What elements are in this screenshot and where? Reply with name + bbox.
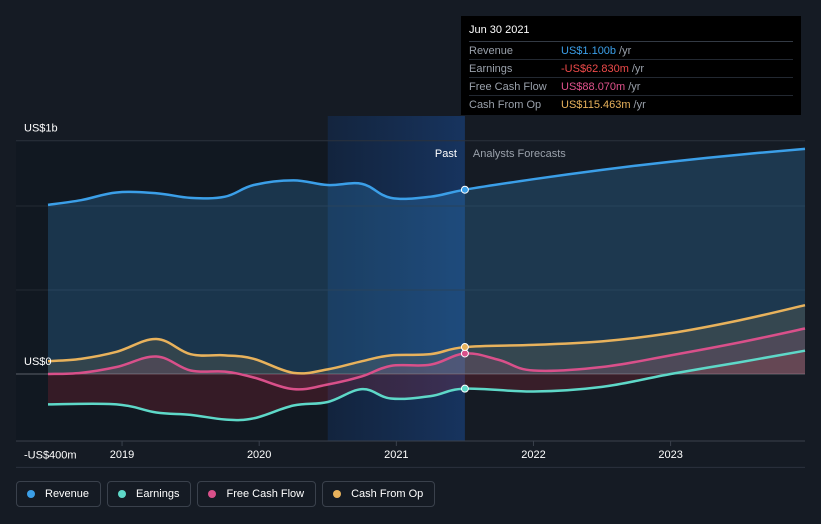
legend-label: Free Cash Flow <box>226 488 305 500</box>
legend-label: Cash From Op <box>351 488 424 500</box>
line-earnings <box>47 349 806 422</box>
tooltip-unit: /yr <box>628 80 641 93</box>
tooltip-label: Cash From Op <box>469 98 542 111</box>
y-tick-label: -US$400m <box>24 449 77 461</box>
marker-earnings <box>460 384 469 393</box>
tooltip-date: Jun 30 2021 <box>469 24 793 42</box>
x-tick-label: 2020 <box>247 449 271 461</box>
tooltip-row: Revenue US$1.100b/yr <box>469 42 793 60</box>
tooltip-label: Earnings <box>469 62 513 75</box>
x-tick-label: 2019 <box>110 449 134 461</box>
y-tick-label: US$1b <box>24 123 58 135</box>
legend-dot-icon <box>27 490 35 498</box>
legend-item-revenue[interactable]: Revenue <box>16 481 102 507</box>
y-tick-label: US$0 <box>24 356 52 368</box>
legend-item-free-cash-flow[interactable]: Free Cash Flow <box>197 481 317 507</box>
legend-label: Revenue <box>45 488 90 500</box>
legend-dot-icon <box>208 490 217 498</box>
forecast-label: Analysts Forecasts <box>473 148 566 160</box>
chart-legend: Revenue Earnings Free Cash Flow Cash From O… <box>16 481 436 507</box>
legend-item-earnings[interactable]: Earnings <box>107 481 192 507</box>
area-earnings <box>48 350 805 421</box>
chart-tooltip: Jun 30 2021 Revenue US$1.100b/yr Earnings -… <box>461 16 801 115</box>
tooltip-value: -US$62.830m <box>561 62 629 75</box>
legend-item-cash-from-op[interactable]: Cash From Op <box>322 481 436 507</box>
marker-cash-from-op <box>460 343 469 352</box>
tooltip-value: US$1.100b <box>561 44 617 57</box>
selection-band <box>327 116 465 441</box>
legend-dot-icon <box>333 490 342 498</box>
x-tick-label: 2021 <box>384 449 408 461</box>
marker-revenue <box>460 185 469 194</box>
line-revenue <box>47 147 806 207</box>
tooltip-label: Revenue <box>469 44 514 57</box>
area-revenue <box>48 148 805 374</box>
tooltip-value: US$115.463m <box>561 98 631 111</box>
x-tick-label: 2023 <box>658 449 682 461</box>
legend-label: Earnings <box>136 488 180 500</box>
tooltip-row: Free Cash Flow US$88.070m/yr <box>469 78 793 96</box>
tooltip-unit: /yr <box>631 62 645 75</box>
tooltip-label: Free Cash Flow <box>469 80 547 93</box>
tooltip-unit: /yr <box>619 44 632 57</box>
legend-dot-icon <box>118 490 127 498</box>
tooltip-row: Cash From Op US$115.463m/yr <box>469 96 793 113</box>
tooltip-row: Earnings -US$62.830m/yr <box>469 60 793 78</box>
x-tick-label: 2022 <box>521 449 545 461</box>
tooltip-unit: /yr <box>633 98 646 111</box>
past-label: Past <box>435 148 457 160</box>
line-cash-from-op <box>47 303 806 375</box>
line-free-cash-flow <box>47 327 806 391</box>
tooltip-value: US$88.070m <box>561 80 626 93</box>
